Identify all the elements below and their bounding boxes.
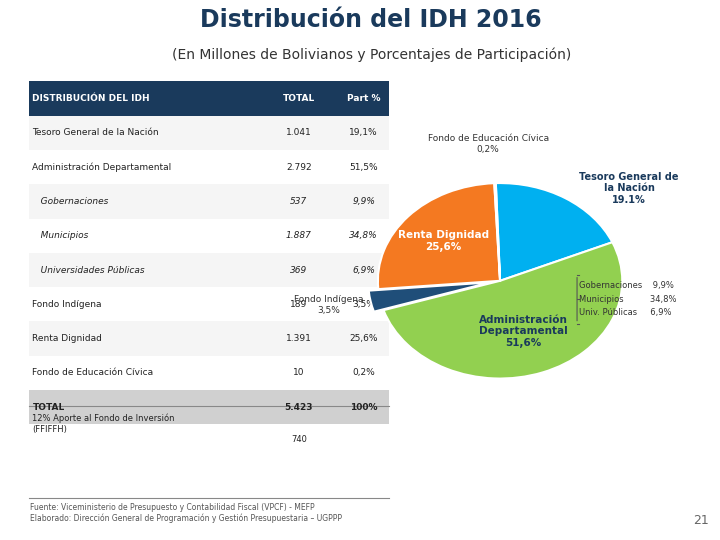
Text: 25,6%: 25,6% [349,334,378,343]
Text: Renta Dignidad: Renta Dignidad [32,334,102,343]
Text: 34,8%: 34,8% [349,231,378,240]
Text: 19,1%: 19,1% [349,128,378,137]
Wedge shape [378,183,500,289]
Bar [29,253,389,287]
Text: Tesoro General de
la Nación
19.1%: Tesoro General de la Nación 19.1% [580,172,679,205]
Text: 1.041: 1.041 [286,128,312,137]
Bar [29,150,389,184]
Bar [29,81,389,116]
Text: Gobernaciones: Gobernaciones [32,197,109,206]
Text: 369: 369 [290,266,307,274]
Text: 189: 189 [290,300,307,309]
Text: (En Millones de Bolivianos y Porcentajes de Participación): (En Millones de Bolivianos y Porcentajes… [171,48,571,62]
Text: 3,5%: 3,5% [352,300,375,309]
Bar [29,219,389,253]
Text: 1.391: 1.391 [286,334,312,343]
Text: 5.423: 5.423 [284,403,313,412]
Text: Administración Departamental: Administración Departamental [32,163,171,172]
Text: TOTAL: TOTAL [283,94,315,103]
Text: Part %: Part % [347,94,380,103]
Text: Tesoro General de la Nación: Tesoro General de la Nación [32,128,159,137]
Text: 51,5%: 51,5% [349,163,378,172]
Text: Fuente: Viceministerio de Presupuesto y Contabilidad Fiscal (VPCF) - MEFP
Elabor: Fuente: Viceministerio de Presupuesto y … [30,503,342,523]
Bar [29,356,389,390]
Text: Gobernaciones    9,9%
Municipios          34,8%
Univ. Públicas     6,9%: Gobernaciones 9,9% Municipios 34,8% Univ… [580,281,677,317]
Text: Distribución del IDH 2016: Distribución del IDH 2016 [200,8,542,32]
Text: 2.792: 2.792 [286,163,312,172]
Text: Universidades Públicas: Universidades Públicas [32,266,145,274]
Text: Fondo de Educación Cívica: Fondo de Educación Cívica [32,368,153,377]
Text: Renta Dignidad
25,6%: Renta Dignidad 25,6% [397,230,489,252]
Bar [29,321,389,356]
Text: 10: 10 [293,368,305,377]
Text: 6,9%: 6,9% [352,266,375,274]
Wedge shape [369,282,490,312]
Text: 740: 740 [291,435,307,444]
Bar [29,184,389,219]
Bar [29,116,389,150]
Text: 537: 537 [290,197,307,206]
Text: 9,9%: 9,9% [352,197,375,206]
Wedge shape [496,183,612,281]
Text: DISTRIBUCIÓN DEL IDH: DISTRIBUCIÓN DEL IDH [32,94,150,103]
Text: 0,2%: 0,2% [352,368,375,377]
Text: Fondo de Educación Cívica
0,2%: Fondo de Educación Cívica 0,2% [428,134,549,154]
Wedge shape [384,242,622,379]
Text: TOTAL: TOTAL [32,403,65,412]
Bar [29,390,389,424]
Wedge shape [494,183,500,281]
Bar [29,287,389,321]
Text: Municipios: Municipios [32,231,89,240]
Text: Fondo Indígena
3,5%: Fondo Indígena 3,5% [294,295,363,315]
Text: 21: 21 [693,514,708,527]
Text: 100%: 100% [350,403,377,412]
Text: Fondo Indígena: Fondo Indígena [32,300,102,309]
Text: Administración
Departamental
51,6%: Administración Departamental 51,6% [479,315,568,348]
Text: 1.887: 1.887 [286,231,312,240]
Text: 12% Aporte al Fondo de Inversión
(FFIFFH): 12% Aporte al Fondo de Inversión (FFIFFH… [32,414,175,434]
